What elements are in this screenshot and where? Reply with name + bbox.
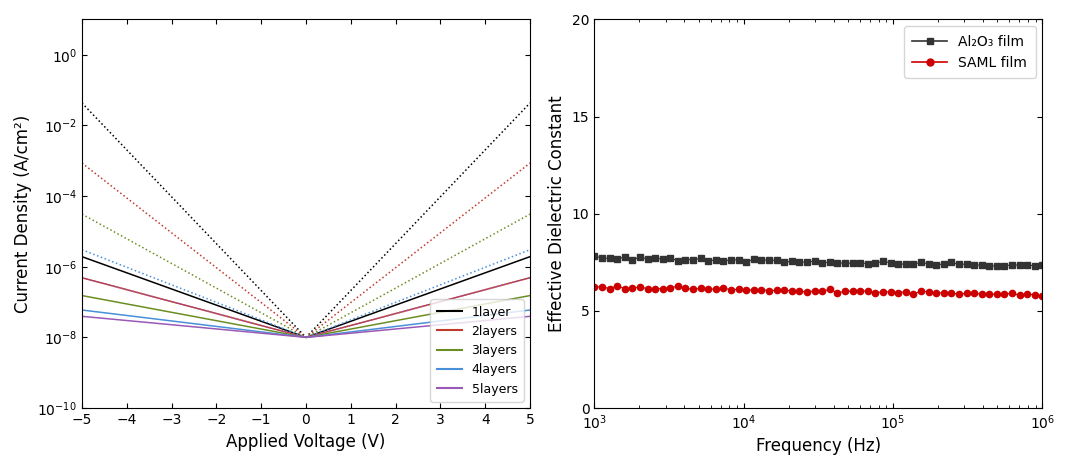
Legend: Al₂O₃ film, SAML film: Al₂O₃ film, SAML film bbox=[904, 26, 1036, 78]
SAML film bbox=[588, 284, 601, 290]
Al₂O₃ film bbox=[869, 260, 882, 265]
X-axis label: Frequency (Hz): Frequency (Hz) bbox=[756, 437, 881, 455]
Line: SAML film: SAML film bbox=[591, 283, 1045, 300]
Al₂O₃ film bbox=[717, 258, 730, 264]
Al₂O₃ film bbox=[664, 255, 677, 260]
SAML film bbox=[725, 287, 738, 293]
Al₂O₃ film bbox=[588, 253, 601, 259]
Legend: 1layer, 2layers, 3layers, 4layers, 5layers: 1layer, 2layers, 3layers, 4layers, 5laye… bbox=[431, 299, 524, 402]
Al₂O₃ film bbox=[982, 264, 995, 269]
SAML film bbox=[747, 287, 760, 293]
Al₂O₃ film bbox=[1036, 263, 1049, 268]
SAML film bbox=[740, 287, 753, 293]
SAML film bbox=[877, 289, 889, 295]
SAML film bbox=[1036, 294, 1049, 299]
SAML film bbox=[710, 286, 723, 292]
X-axis label: Applied Voltage (V): Applied Voltage (V) bbox=[227, 432, 386, 451]
Y-axis label: Effective Dielectric Constant: Effective Dielectric Constant bbox=[548, 95, 567, 332]
Y-axis label: Current Density (A/cm²): Current Density (A/cm²) bbox=[14, 114, 32, 313]
SAML film bbox=[671, 284, 684, 289]
Line: Al₂O₃ film: Al₂O₃ film bbox=[591, 253, 1045, 269]
SAML film bbox=[610, 283, 623, 288]
Al₂O₃ film bbox=[740, 259, 753, 265]
Al₂O₃ film bbox=[732, 257, 745, 263]
Al₂O₃ film bbox=[702, 258, 715, 264]
